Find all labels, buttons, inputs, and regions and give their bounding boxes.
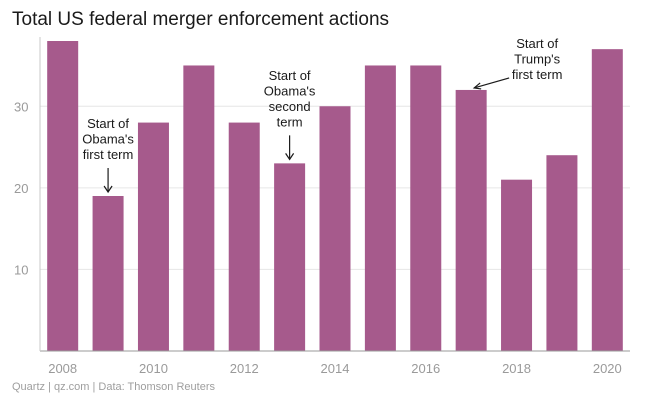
x-tick-label-2010: 2010 (139, 361, 168, 376)
annotation-text: Start of (516, 36, 558, 51)
bar-2019 (546, 155, 578, 351)
chart-title: Total US federal merger enforcement acti… (12, 9, 390, 30)
bar-2012 (228, 122, 260, 351)
bar-2015 (364, 65, 396, 351)
annotation-text: Obama's (264, 83, 316, 98)
annotation-text: first term (83, 147, 134, 162)
bar-2010 (137, 122, 169, 351)
x-tick-label-2016: 2016 (411, 361, 440, 376)
annotation-text: Trump's (514, 52, 561, 67)
x-tick-label-2014: 2014 (321, 361, 350, 376)
y-tick-label-20: 20 (14, 181, 28, 196)
bar-2016 (410, 65, 442, 351)
annotation-arrowhead (285, 153, 295, 161)
axes: 10 20 30 2008 2010 2012 2014 2016 2018 2020 (14, 37, 630, 376)
annotation-text: term (277, 114, 303, 129)
x-tick-label-2020: 2020 (593, 361, 622, 376)
annotation-text: first term (512, 67, 563, 82)
annotation-text: second (269, 99, 311, 114)
bar-2009 (92, 196, 124, 351)
bars (47, 41, 623, 352)
x-tick-label-2018: 2018 (502, 361, 531, 376)
annotation-text: Obama's (82, 132, 134, 147)
bar-2017 (455, 89, 487, 352)
y-tick-label-30: 30 (14, 99, 28, 114)
bar-2020 (591, 49, 623, 351)
bar-2013 (274, 163, 306, 351)
bar-2008 (47, 41, 79, 351)
y-tick-label-10: 10 (14, 262, 28, 277)
annotation-arrowhead (472, 82, 482, 90)
annotation-text: Start of (87, 116, 129, 131)
annotation-text: Start of (269, 68, 311, 83)
x-tick-label-2008: 2008 (48, 361, 77, 376)
source-footer: Quartz | qz.com | Data: Thomson Reuters (12, 381, 215, 393)
bar-2014 (319, 106, 351, 352)
annotation-arrow (473, 77, 510, 89)
bar-2018 (501, 179, 533, 351)
annotation-arrowhead (103, 185, 113, 194)
x-tick-label-2012: 2012 (230, 361, 259, 376)
bar-2011 (183, 65, 215, 351)
